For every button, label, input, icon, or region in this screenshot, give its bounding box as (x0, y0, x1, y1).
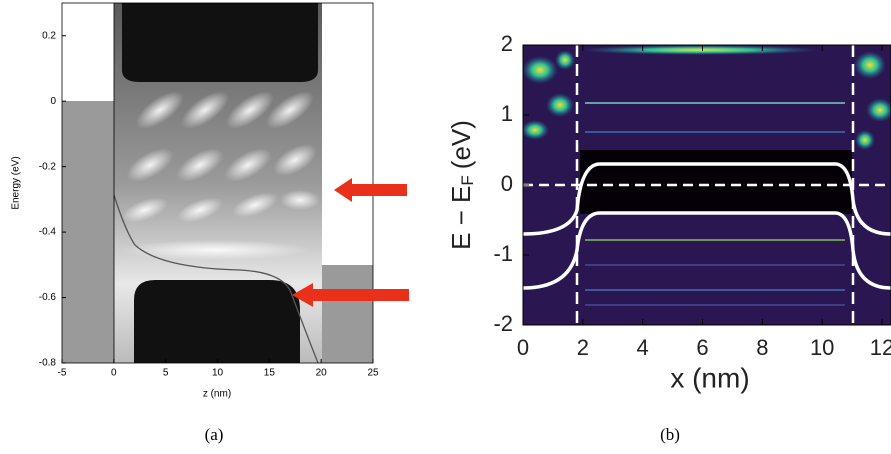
x-axis-label: z (nm) (203, 389, 231, 400)
x-tick-label: 10 (810, 335, 834, 360)
y-tick-label: -1 (493, 241, 513, 266)
figure: Energy (eV) z (nm) (a) E − EF (eV) x (nm)… (0, 0, 891, 454)
y-tick-label: -2 (493, 311, 513, 336)
x-tick-label: 6 (696, 335, 708, 360)
x-tick-label: 0 (111, 368, 117, 379)
y-label-main: E − E (446, 186, 476, 250)
y-tick-label: 2 (501, 31, 513, 56)
x-tick-label: 0 (517, 335, 529, 360)
y-tick-label: -0.4 (39, 227, 57, 238)
y-tick-label: 0.2 (42, 30, 56, 41)
x-tick-label: 10 (212, 368, 224, 379)
y-axis-label: Energy (eV) (11, 156, 22, 209)
y-tick-label: 1 (501, 101, 513, 126)
x-tick-label: 20 (316, 368, 328, 379)
y-axis-label: E − EF (eV) (446, 120, 478, 250)
x-tick-label: -5 (58, 368, 67, 379)
x-tick-label: 12 (870, 335, 891, 360)
x-axis-label: x (nm) (670, 362, 749, 393)
y-tick-label: -0.2 (39, 161, 57, 172)
x-tick-label: 2 (577, 335, 589, 360)
x-tick-label: 8 (756, 335, 768, 360)
panel-a-image (62, 3, 409, 363)
y-tick-label: -0.6 (39, 292, 57, 303)
caption: (a) (205, 425, 224, 444)
page: Energy (eV) z (nm) (a) E − EF (eV) x (nm)… (0, 0, 891, 454)
y-label-unit: (eV) (446, 120, 476, 169)
y-tick-label: -0.8 (39, 358, 57, 369)
y-tick-label: 0 (501, 171, 513, 196)
y-tick-label: 0 (50, 96, 56, 107)
y-label-sub: F (458, 175, 477, 185)
caption: (b) (660, 425, 680, 444)
x-tick-label: 5 (163, 368, 169, 379)
panel-b-image (521, 45, 891, 325)
x-tick-label: 25 (367, 368, 379, 379)
x-tick-label: 4 (637, 335, 649, 360)
x-tick-label: 15 (264, 368, 276, 379)
